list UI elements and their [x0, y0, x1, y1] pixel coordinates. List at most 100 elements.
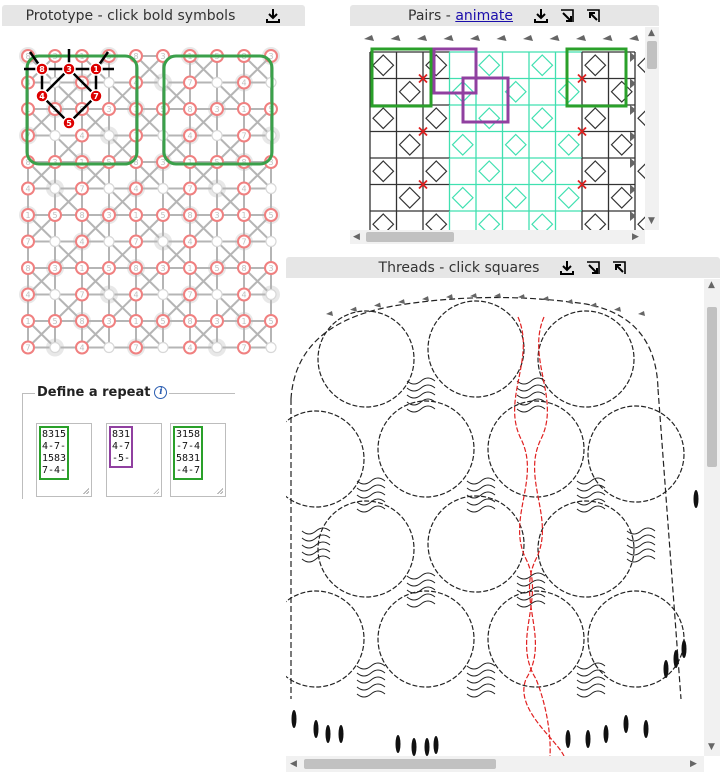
thread-hole — [377, 400, 475, 498]
pairs-title-text: Pairs - — [408, 7, 456, 24]
prototype-canvas[interactable]: 8 3 1 5 8 3 1 5 8 3 4 7 4 7 4 1 5 8 3 1 5 8 3 1 5 7 4 7 4 7 8 3 1 5 8 3 1 5 8 3… — [2, 27, 305, 357]
pair-diamond — [478, 54, 501, 77]
thread-twist — [356, 498, 386, 506]
expand-icon[interactable] — [585, 260, 601, 276]
thread-twist — [576, 683, 606, 691]
pair-diamond — [425, 107, 448, 130]
scroll-thumb[interactable] — [304, 759, 496, 769]
scroll-up-icon[interactable]: ▲ — [708, 280, 715, 290]
pairs-title: Pairs - animate — [408, 8, 513, 24]
scroll-down-icon[interactable]: ▼ — [708, 742, 715, 752]
pairs-canvas[interactable] — [350, 27, 645, 230]
download-icon[interactable] — [265, 8, 281, 24]
stitch-node — [21, 287, 35, 302]
pin-icon — [614, 306, 621, 312]
bobbin-icon — [291, 710, 297, 728]
repeat-highlight-box — [25, 54, 139, 166]
download-icon[interactable] — [533, 8, 549, 24]
stitch-node — [48, 208, 62, 222]
repeat-code[interactable]: 8315 4-7- 1583 7-4- — [39, 426, 70, 480]
red-cross-mark — [577, 73, 587, 84]
scroll-thumb[interactable] — [366, 232, 454, 242]
scroll-up-icon[interactable]: ▲ — [648, 28, 655, 38]
shrink-icon[interactable] — [611, 260, 627, 276]
bobbin-pin-icon — [630, 158, 636, 168]
stitch-label: 1 — [133, 317, 138, 326]
thread-twist — [576, 505, 606, 513]
pair-diamond — [372, 107, 395, 130]
thread-twist — [576, 491, 606, 499]
resize-handle-icon[interactable] — [217, 488, 223, 494]
stitch-label: 3 — [160, 158, 165, 167]
resize-handle-icon[interactable] — [153, 488, 159, 494]
prototype-diagram[interactable]: 8 3 1 5 8 3 1 5 8 3 4 7 4 7 4 1 5 8 3 1 5 8 3 1 5 7 4 7 4 7 8 3 1 5 8 3 1 5 8 3… — [2, 27, 305, 357]
bobbin-pin-icon — [549, 35, 560, 41]
pair-diamond — [557, 133, 580, 156]
threads-diagram[interactable] — [286, 279, 704, 756]
repeat-box-1[interactable]: 8315 4-7- 1583 7-4- — [36, 423, 92, 497]
thread-twist — [576, 498, 606, 506]
bobbin-icon — [433, 736, 439, 754]
threads-vscrollbar[interactable]: ▲ ▼ — [704, 279, 720, 756]
thread-hole — [487, 400, 585, 498]
pairs-diagram[interactable] — [350, 27, 645, 230]
scroll-thumb[interactable] — [707, 307, 717, 467]
thread-twist — [406, 600, 436, 608]
threads-header: Threads - click squares — [286, 257, 720, 278]
red-cross-mark — [577, 179, 587, 190]
stitch-label: 3 — [268, 264, 273, 273]
pin-icon — [518, 294, 525, 300]
scroll-right-icon[interactable]: ▶ — [690, 759, 697, 769]
empty-stitch — [103, 288, 115, 301]
pair-diamond — [610, 133, 633, 156]
pairs-vscrollbar[interactable]: ▲ ▼ — [645, 27, 659, 230]
repeat-box-2[interactable]: 831 4-7 -5- — [106, 423, 162, 497]
animate-link[interactable]: animate — [455, 7, 513, 24]
stitch-node — [183, 261, 197, 275]
repeat-box-3[interactable]: 3158 -7-4 5831 -4-7 — [170, 423, 226, 497]
scroll-left-icon[interactable]: ◀ — [353, 232, 360, 242]
repeat-code[interactable]: 3158 -7-4 5831 -4-7 — [173, 426, 204, 480]
scroll-thumb[interactable] — [647, 41, 657, 69]
thread-twist — [516, 572, 546, 580]
bold-stitch-label: 5 — [66, 119, 72, 128]
thread-twist — [516, 405, 546, 413]
stitch-node — [102, 102, 116, 116]
stitch-label: 4 — [79, 344, 84, 353]
thread-twist — [516, 586, 546, 594]
stitch-label: 7 — [241, 344, 246, 353]
thread-twist — [301, 555, 331, 563]
pair-diamond — [372, 160, 395, 183]
scroll-right-icon[interactable]: ▶ — [632, 232, 639, 242]
scroll-down-icon[interactable]: ▼ — [648, 216, 655, 226]
download-icon[interactable] — [559, 260, 575, 276]
resize-handle-icon[interactable] — [83, 488, 89, 494]
stitch-label: 8 — [25, 158, 30, 167]
pair-diamond — [584, 107, 607, 130]
stitch-node — [183, 75, 197, 90]
stitch-node — [75, 287, 89, 302]
pin-icon — [470, 293, 477, 299]
stitch-node — [21, 234, 35, 249]
thread-hole — [427, 495, 525, 593]
stitch-label: 4 — [79, 238, 84, 247]
thread-twist — [301, 548, 331, 556]
pairs-header: Pairs - animate — [350, 5, 659, 26]
pairs-hscrollbar[interactable]: ◀ ▶ — [350, 230, 645, 244]
pairs-grid — [364, 35, 645, 230]
thread-twist — [356, 491, 386, 499]
pair-diamond — [478, 213, 501, 230]
purple-repeat-box — [461, 76, 510, 124]
scroll-left-icon[interactable]: ◀ — [290, 759, 297, 769]
pair-diamond — [425, 213, 448, 230]
repeat-code[interactable]: 831 4-7 -5- — [109, 426, 134, 468]
threads-hscrollbar[interactable]: ◀ ▶ — [286, 756, 704, 772]
green-repeat-box — [370, 47, 433, 108]
stitch-node — [21, 181, 35, 196]
info-icon[interactable]: i — [154, 386, 168, 399]
empty-stitch — [103, 235, 115, 248]
expand-icon[interactable] — [559, 8, 575, 24]
shrink-icon[interactable] — [585, 8, 601, 24]
green-repeat-box — [565, 47, 628, 108]
threads-canvas[interactable] — [286, 279, 704, 756]
